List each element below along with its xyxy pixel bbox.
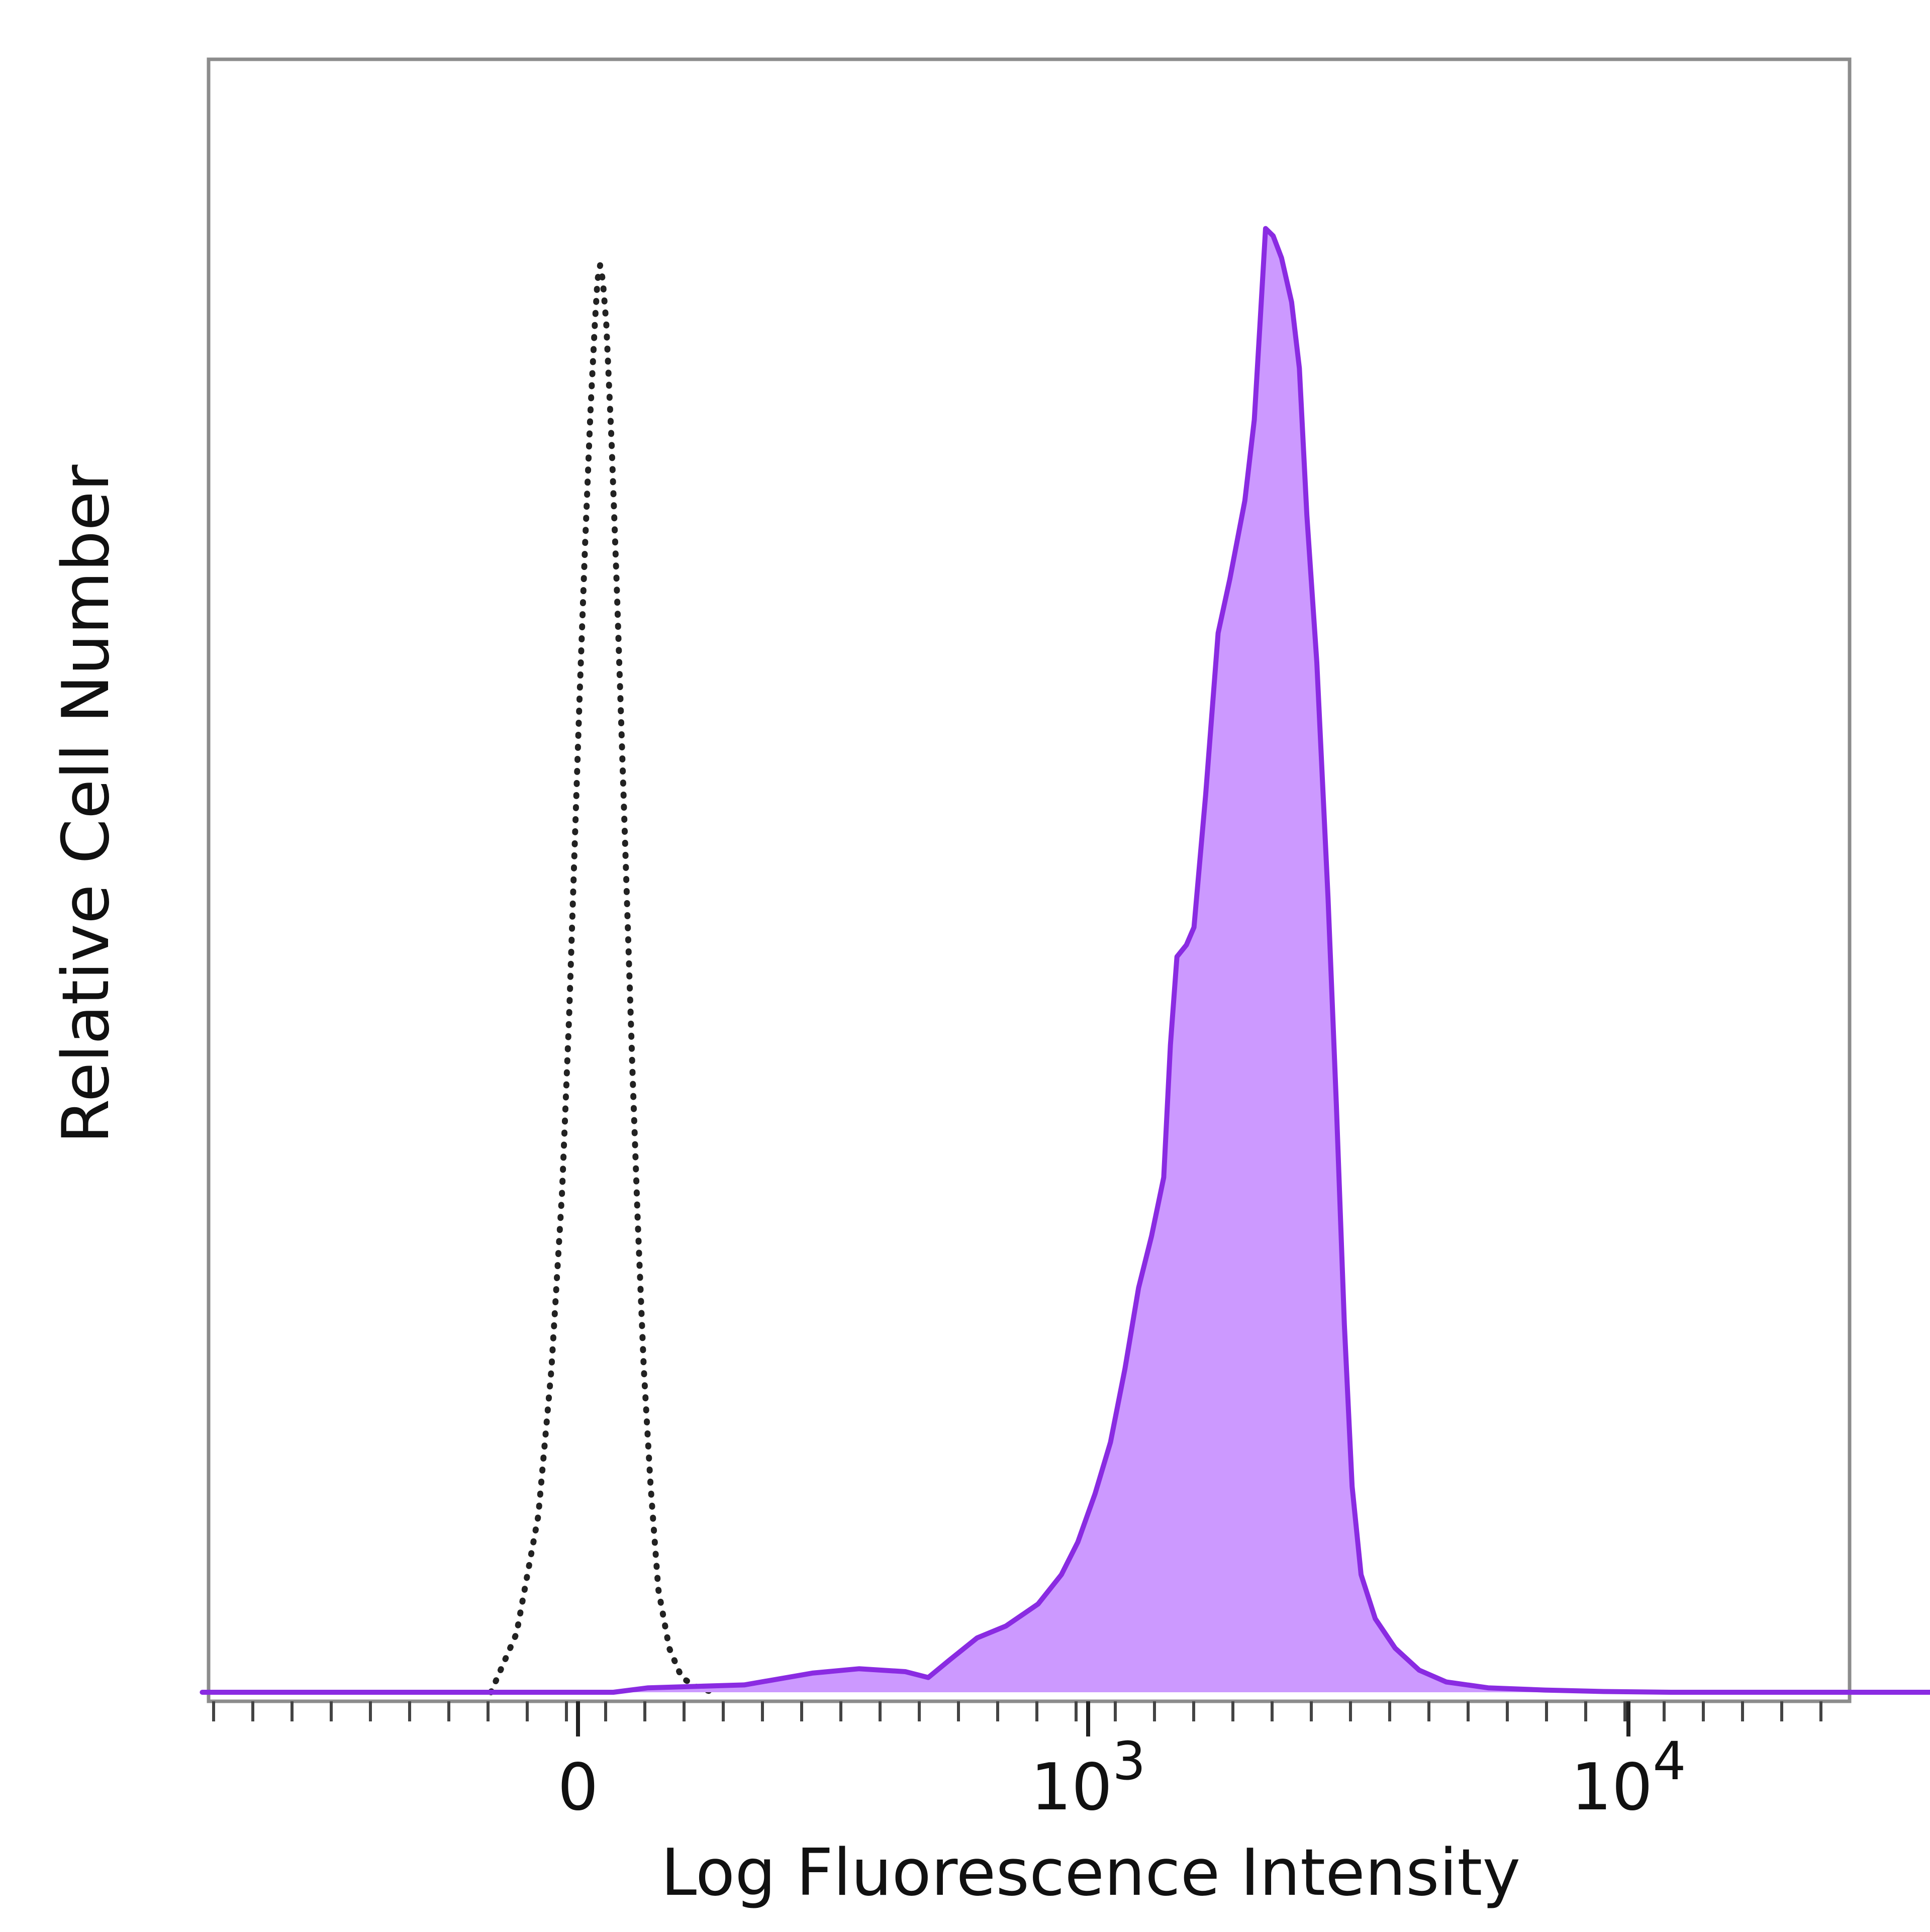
series-layer [200, 226, 1930, 1695]
x-axis-tick-label: 104 [1571, 1730, 1686, 1825]
sample-histogram-line [200, 226, 1930, 1695]
x-axis-tick-label-base: 10 [1030, 1750, 1112, 1825]
x-axis-tick-label-exponent: 3 [1112, 1730, 1145, 1792]
x-axis-title: Log Fluorescence Intensity [661, 1836, 1520, 1910]
x-axis-tick-label-base: 10 [1571, 1750, 1653, 1825]
x-axis-tick-label-base: 0 [557, 1750, 598, 1825]
isotype-control-histogram-line [488, 262, 717, 1695]
x-axis-tick-label-exponent: 4 [1653, 1730, 1686, 1792]
y-axis-title: Relative Cell Number [49, 464, 124, 1143]
plot-frame [207, 57, 1852, 1703]
x-axis: 0 103 104 [212, 1701, 1822, 1825]
x-axis-tick-label: 103 [1030, 1730, 1145, 1825]
x-axis-tick-label: 0 [557, 1750, 598, 1825]
